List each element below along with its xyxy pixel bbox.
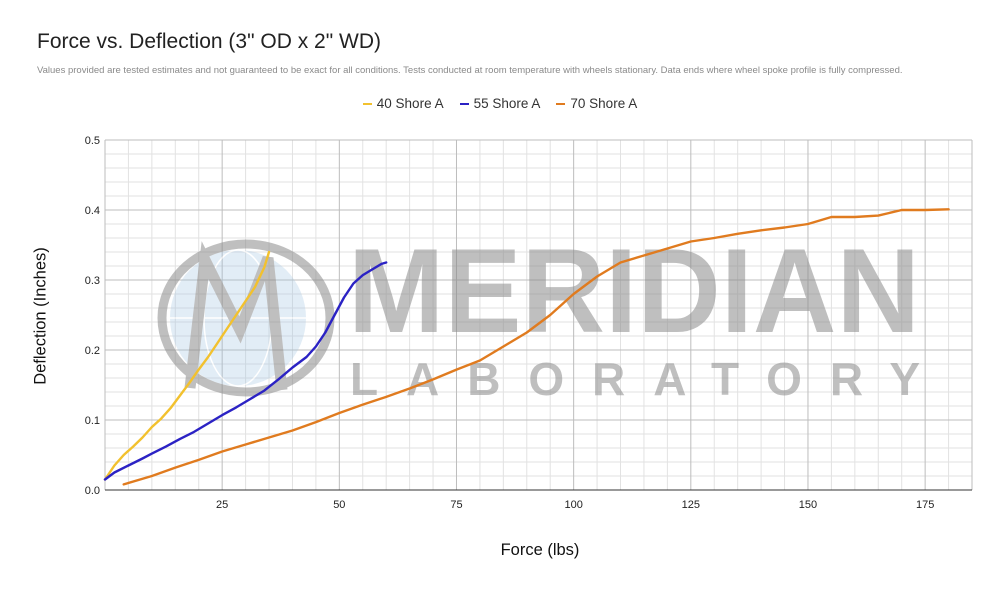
legend-swatch-40-shore-a bbox=[362, 102, 372, 105]
y-tick-label: 0.1 bbox=[85, 415, 100, 427]
legend-item-40-shore-a[interactable]: 40 Shore A bbox=[362, 96, 444, 111]
x-axis-label: Force (lbs) bbox=[500, 541, 580, 559]
legend: 40 Shore A 55 Shore A 70 Shore A bbox=[0, 96, 1000, 111]
legend-swatch-55-shore-a bbox=[459, 102, 469, 105]
y-tick-label: 0.4 bbox=[85, 205, 100, 217]
y-tick-label: 0.3 bbox=[85, 275, 100, 287]
x-axis-ticks: 25 50 75 100 125 150 175 bbox=[216, 499, 934, 511]
y-axis-label: Deflection (Inches) bbox=[31, 247, 50, 385]
legend-label-40-shore-a: 40 Shore A bbox=[376, 96, 444, 111]
x-tick-label: 100 bbox=[564, 499, 582, 511]
major-gridlines bbox=[104, 139, 973, 490]
x-tick-label: 175 bbox=[916, 499, 934, 511]
y-tick-label: 0.0 bbox=[85, 485, 100, 497]
watermark-brand: MERIDIAN bbox=[348, 224, 920, 358]
y-tick-label: 0.2 bbox=[85, 345, 100, 357]
legend-label-55-shore-a: 55 Shore A bbox=[473, 96, 541, 111]
chart-title: Force vs. Deflection (3" OD x 2" WD) bbox=[37, 30, 381, 53]
x-tick-label: 25 bbox=[216, 499, 228, 511]
series-lines bbox=[103, 208, 950, 486]
legend-label-70-shore-a: 70 Shore A bbox=[570, 96, 638, 111]
y-tick-label: 0.5 bbox=[85, 135, 100, 147]
chart-subtitle: Values provided are tested estimates and… bbox=[37, 65, 903, 76]
x-tick-label: 150 bbox=[799, 499, 817, 511]
legend-item-70-shore-a[interactable]: 70 Shore A bbox=[556, 96, 637, 111]
y-axis-ticks: 0.0 0.1 0.2 0.3 0.4 0.5 bbox=[85, 135, 100, 497]
globe-icon bbox=[157, 239, 335, 397]
legend-item-55-shore-a[interactable]: 55 Shore A bbox=[459, 96, 541, 111]
x-tick-label: 50 bbox=[333, 499, 345, 511]
x-tick-label: 125 bbox=[682, 499, 700, 511]
x-tick-label: 75 bbox=[450, 499, 462, 511]
series-line-55-shore-a bbox=[103, 261, 388, 481]
series-line-40-shore-a bbox=[103, 250, 271, 481]
legend-swatch-70-shore-a bbox=[556, 102, 566, 105]
series-line-70-shore-a bbox=[122, 208, 950, 486]
